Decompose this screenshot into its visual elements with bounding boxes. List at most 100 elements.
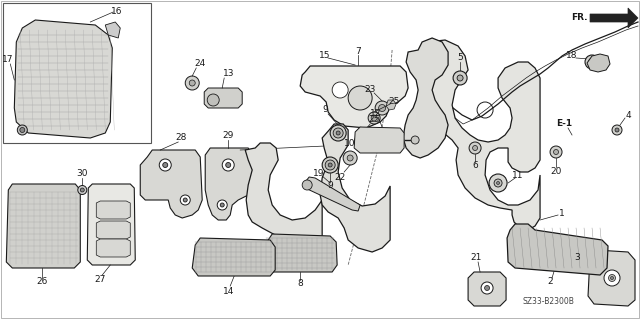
Circle shape xyxy=(207,94,220,106)
Polygon shape xyxy=(587,54,610,72)
Circle shape xyxy=(615,128,619,132)
Circle shape xyxy=(481,282,493,294)
Polygon shape xyxy=(245,143,322,255)
Circle shape xyxy=(343,151,357,165)
Text: 9: 9 xyxy=(323,106,328,115)
Text: 22: 22 xyxy=(335,173,346,182)
Circle shape xyxy=(20,128,25,132)
Circle shape xyxy=(222,159,234,171)
Polygon shape xyxy=(87,184,135,265)
Circle shape xyxy=(217,200,227,210)
Circle shape xyxy=(330,125,346,141)
Text: 6: 6 xyxy=(472,161,478,170)
Polygon shape xyxy=(96,239,131,257)
Text: 25: 25 xyxy=(369,115,380,124)
Circle shape xyxy=(368,112,380,124)
Circle shape xyxy=(360,138,364,142)
Circle shape xyxy=(550,146,562,158)
Text: 25: 25 xyxy=(388,97,400,106)
Text: FR.: FR. xyxy=(571,13,588,23)
Circle shape xyxy=(457,75,463,81)
Polygon shape xyxy=(300,66,408,128)
Text: 13: 13 xyxy=(223,70,234,78)
Text: 5: 5 xyxy=(457,54,463,63)
Circle shape xyxy=(185,76,199,90)
Text: 12: 12 xyxy=(371,108,382,117)
Circle shape xyxy=(554,150,559,154)
Polygon shape xyxy=(205,148,255,220)
Circle shape xyxy=(333,128,343,138)
Polygon shape xyxy=(96,221,131,239)
Text: 15: 15 xyxy=(319,50,331,60)
Circle shape xyxy=(163,162,168,167)
Circle shape xyxy=(189,80,195,86)
Circle shape xyxy=(322,157,338,173)
Circle shape xyxy=(375,101,389,115)
Circle shape xyxy=(302,180,312,190)
Circle shape xyxy=(489,174,507,192)
Circle shape xyxy=(585,55,599,69)
Circle shape xyxy=(347,155,353,161)
Polygon shape xyxy=(590,8,638,28)
Polygon shape xyxy=(320,124,390,252)
Circle shape xyxy=(328,163,332,167)
Polygon shape xyxy=(305,177,360,211)
Circle shape xyxy=(371,115,377,121)
Circle shape xyxy=(220,203,224,207)
Text: 8: 8 xyxy=(298,279,303,288)
Circle shape xyxy=(609,275,616,281)
Polygon shape xyxy=(468,272,506,306)
Text: 18: 18 xyxy=(566,50,578,60)
Circle shape xyxy=(325,160,335,170)
Text: SZ33-B2300B: SZ33-B2300B xyxy=(522,298,574,307)
Polygon shape xyxy=(588,250,635,306)
Circle shape xyxy=(348,86,372,110)
Polygon shape xyxy=(264,234,337,272)
Circle shape xyxy=(477,102,493,118)
Circle shape xyxy=(357,139,363,145)
Text: 14: 14 xyxy=(223,286,234,295)
Circle shape xyxy=(332,82,348,98)
Polygon shape xyxy=(507,224,608,275)
Circle shape xyxy=(472,145,477,151)
Text: 20: 20 xyxy=(550,167,562,175)
Text: 4: 4 xyxy=(625,110,631,120)
Circle shape xyxy=(80,188,84,192)
Circle shape xyxy=(78,186,87,195)
Circle shape xyxy=(604,270,620,286)
Polygon shape xyxy=(6,184,80,268)
Text: E-1: E-1 xyxy=(556,120,572,129)
Text: 10: 10 xyxy=(344,138,356,147)
Circle shape xyxy=(484,286,490,291)
Polygon shape xyxy=(105,22,120,38)
Text: 28: 28 xyxy=(175,133,187,143)
Polygon shape xyxy=(96,201,131,219)
Polygon shape xyxy=(192,238,275,276)
Circle shape xyxy=(180,195,190,205)
Circle shape xyxy=(469,142,481,154)
Polygon shape xyxy=(386,100,396,110)
Text: 24: 24 xyxy=(195,58,206,68)
Circle shape xyxy=(494,179,502,187)
Circle shape xyxy=(336,131,340,135)
Polygon shape xyxy=(420,40,540,230)
Text: 21: 21 xyxy=(470,254,482,263)
Circle shape xyxy=(589,58,596,65)
Text: 9: 9 xyxy=(327,182,333,190)
Text: 7: 7 xyxy=(355,47,361,56)
Circle shape xyxy=(379,105,386,112)
Bar xyxy=(3,3,151,143)
Text: 29: 29 xyxy=(223,131,234,140)
Polygon shape xyxy=(140,150,202,218)
Circle shape xyxy=(159,159,172,171)
Circle shape xyxy=(453,71,467,85)
Text: 23: 23 xyxy=(364,85,376,93)
Circle shape xyxy=(357,135,367,145)
Text: 27: 27 xyxy=(95,275,106,284)
Text: 11: 11 xyxy=(512,170,524,180)
Text: 17: 17 xyxy=(1,56,13,64)
Text: 3: 3 xyxy=(574,253,580,262)
Polygon shape xyxy=(403,38,448,158)
Text: 1: 1 xyxy=(559,209,565,218)
Text: 26: 26 xyxy=(36,278,48,286)
